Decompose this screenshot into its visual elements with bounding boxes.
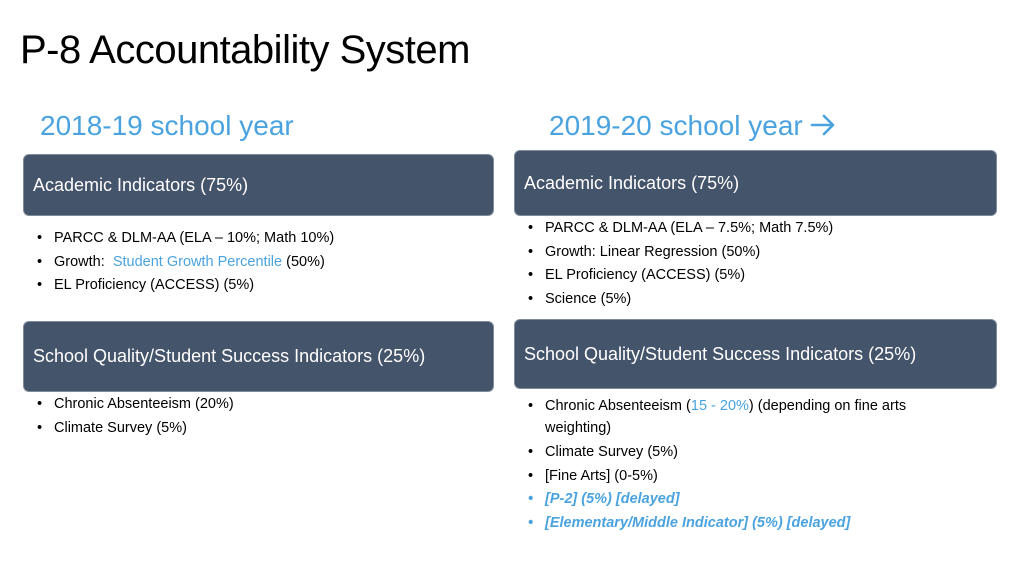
list-item: Climate Survey (5%) <box>524 441 964 465</box>
slide-title: P-8 Accountability System <box>20 28 470 72</box>
academic-indicators-list-2019-20: PARCC & DLM-AA (ELA – 7.5%; Math 7.5%) G… <box>524 217 994 311</box>
quality-indicators-box-2019-20: School Quality/Student Success Indicator… <box>514 319 997 389</box>
academic-indicators-list-2018-19: PARCC & DLM-AA (ELA – 10%; Math 10%) Gro… <box>33 227 493 298</box>
item-text: PARCC & DLM-AA (ELA – 10%; Math 10%) <box>54 230 335 246</box>
academic-indicators-box-2018-19: Academic Indicators (75%) <box>23 154 494 216</box>
absenteeism-range: 15 - 20% <box>690 398 749 414</box>
list-item: Science (5%) <box>524 288 994 312</box>
list-item: EL Proficiency (ACCESS) (5%) <box>524 264 994 288</box>
item-text: Growth: <box>54 253 113 270</box>
quality-indicators-box-2018-19: School Quality/Student Success Indicator… <box>23 321 494 392</box>
item-text: (50%) <box>282 253 325 270</box>
list-item: PARCC & DLM-AA (ELA – 7.5%; Math 7.5%) <box>524 217 994 241</box>
list-item: Chronic Absenteeism (15 - 20%) (dependin… <box>524 395 964 439</box>
list-item-delayed: [Elementary/Middle Indicator] (5%) [dela… <box>524 512 964 536</box>
item-text: EL Proficiency (ACCESS) (5%) <box>54 277 255 293</box>
quality-indicators-header: School Quality/Student Success Indicator… <box>33 346 426 366</box>
year-heading-2019-20: 2019-20 school year <box>549 110 837 144</box>
academic-indicators-header: Academic Indicators (75%) <box>33 174 249 195</box>
list-item: PARCC & DLM-AA (ELA – 10%; Math 10%) <box>33 227 493 251</box>
list-item: EL Proficiency (ACCESS) (5%) <box>33 274 493 298</box>
academic-indicators-box-2019-20: Academic Indicators (75%) <box>514 150 997 216</box>
list-item: Climate Survey (5%) <box>33 417 493 441</box>
year-label: 2018-19 school year <box>40 110 294 141</box>
item-text: Chronic Absenteeism ( <box>545 398 691 414</box>
list-item: Growth: Student Growth Percentile (50%) <box>33 251 493 275</box>
list-item-delayed: [P-2] (5%) [delayed] <box>524 488 964 512</box>
list-item: Growth: Linear Regression (50%) <box>524 241 994 265</box>
student-growth-percentile-link[interactable]: Student Growth Percentile <box>112 253 283 270</box>
quality-indicators-list-2018-19: Chronic Absenteeism (20%) Climate Survey… <box>33 393 493 440</box>
arrow-right-icon <box>809 112 837 144</box>
item-text: ) (depending on fine arts weighting) <box>545 398 907 436</box>
academic-indicators-header: Academic Indicators (75%) <box>524 172 740 193</box>
quality-indicators-header: School Quality/Student Success Indicator… <box>524 343 917 364</box>
list-item: [Fine Arts] (0-5%) <box>524 465 964 489</box>
year-heading-2018-19: 2018-19 school year <box>40 110 294 142</box>
quality-indicators-list-2019-20: Chronic Absenteeism (15 - 20%) (dependin… <box>524 395 964 535</box>
year-label: 2019-20 school year <box>549 110 803 141</box>
list-item: Chronic Absenteeism (20%) <box>33 393 493 417</box>
